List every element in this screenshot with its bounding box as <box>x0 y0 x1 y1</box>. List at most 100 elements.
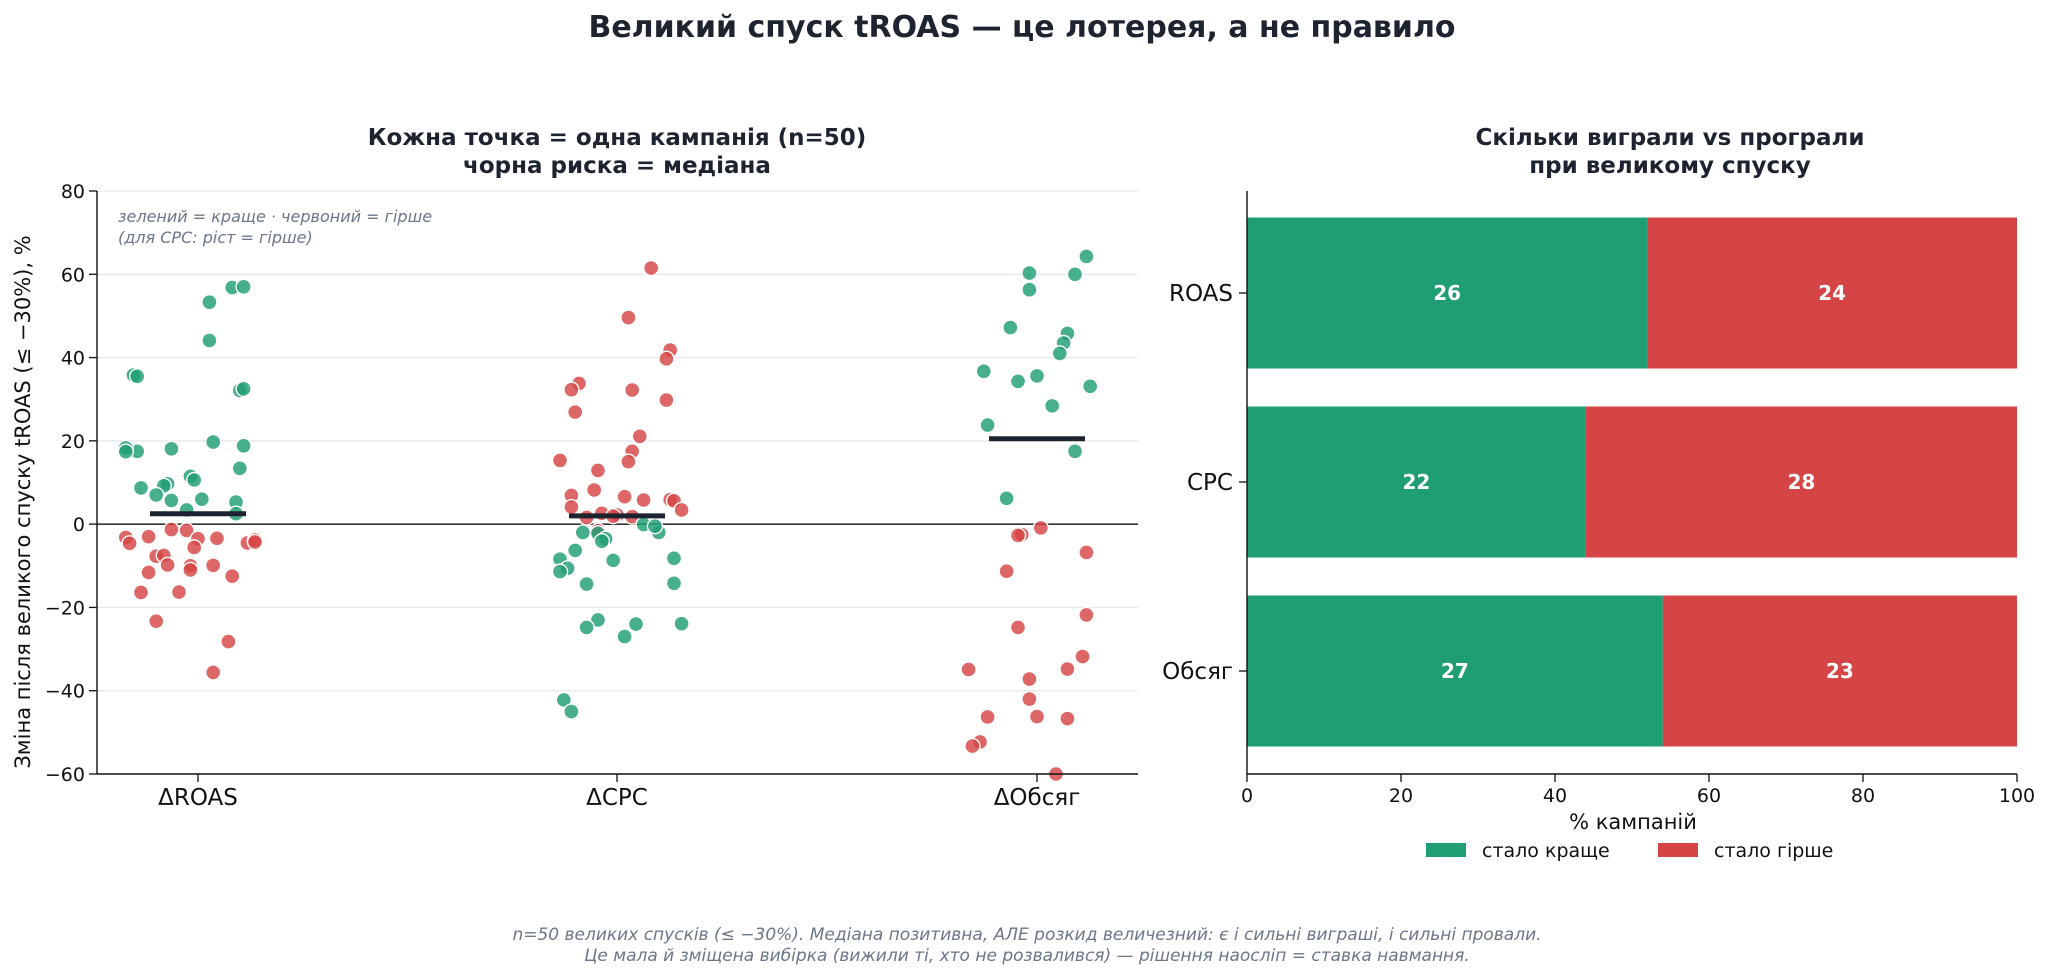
scatter-panel: Кожна точка = одна кампанія (n=50) чорна… <box>11 125 1138 811</box>
y-tick-label: −20 <box>45 597 85 619</box>
scatter-point <box>964 737 981 755</box>
scatter-title-line-2: чорна риска = медіана <box>463 153 771 179</box>
scatter-point <box>605 552 622 569</box>
legend-swatch-better <box>1426 843 1466 857</box>
scatter-point <box>563 498 580 516</box>
y-tick-label: 0 <box>73 514 85 536</box>
scatter-point <box>620 309 637 326</box>
scatter-points <box>117 248 1099 783</box>
y-tick-label: 80 <box>61 181 85 203</box>
scatter-point <box>235 437 252 455</box>
scatter-point <box>673 615 690 632</box>
scatter-point <box>163 521 180 538</box>
scatter-point <box>235 278 252 295</box>
y-tick-label: 40 <box>61 348 85 370</box>
scatter-point <box>593 533 610 550</box>
x-tick-label: 40 <box>1543 785 1567 807</box>
scatter-point <box>1021 264 1038 282</box>
scatter-point <box>1021 690 1038 708</box>
scatter-point <box>201 332 218 349</box>
scatter-point <box>624 381 641 399</box>
bar-value-label: 22 <box>1402 470 1430 494</box>
y-tick-label: 60 <box>61 264 85 286</box>
legend-label-better: стало краще <box>1482 840 1610 862</box>
scatter-point <box>128 368 146 385</box>
scatter-point <box>643 259 660 277</box>
scatter-point <box>185 539 203 556</box>
scatter-point <box>220 633 237 650</box>
scatter-point <box>159 556 176 574</box>
footer-line-1: n=50 великих спусків (≤ −30%). Медіана п… <box>512 925 1541 945</box>
scatter-point <box>163 492 180 509</box>
x-tick-label: ΔROAS <box>158 785 238 811</box>
scatter-point <box>998 490 1015 507</box>
scatter-point <box>563 703 580 720</box>
bar-value-label: 26 <box>1433 281 1461 305</box>
x-tick-label: ΔОбсяг <box>994 785 1081 811</box>
scatter-point <box>1032 519 1050 537</box>
scatter-point <box>1074 648 1091 665</box>
scatter-point <box>1028 708 1046 725</box>
scatter-point <box>185 471 203 489</box>
scatter-note-line-2: (для CPC: ріст = гірше) <box>118 228 313 247</box>
scatter-point <box>586 481 603 499</box>
scatter-point <box>627 615 645 633</box>
bar-value-label: 23 <box>1826 659 1854 683</box>
scatter-point <box>231 460 249 477</box>
footer-line-2: Це мала й зміщена вибірка (вижили ті, хт… <box>584 946 1470 966</box>
scatter-point <box>223 567 241 585</box>
scatter-point <box>1078 248 1095 265</box>
bar-segment-better <box>1247 406 1586 558</box>
scatter-point <box>1066 266 1084 283</box>
scatter-point <box>646 518 664 535</box>
scatter-point <box>673 501 690 519</box>
scatter-point <box>979 416 996 434</box>
scatter-point <box>1009 373 1027 390</box>
scatter-note-line-1: зелений = краще · червоний = гірше <box>118 207 432 226</box>
bar-axes: ROAS CPC Обсяг 0 20 40 60 80 100 <box>1162 191 2035 807</box>
scatter-point <box>589 462 607 479</box>
y-tick-label: −60 <box>45 764 85 786</box>
scatter-point <box>117 443 135 460</box>
scatter-point <box>665 575 683 592</box>
scatter-point <box>1051 345 1069 362</box>
scatter-point <box>201 293 218 311</box>
scatter-point <box>567 542 584 559</box>
scatter-point <box>132 584 150 601</box>
scatter-point <box>616 628 633 645</box>
bar-title-line-2: при великому спуску <box>1529 153 1811 179</box>
scatter-medians <box>150 436 1085 519</box>
scatter-point <box>163 440 180 457</box>
x-tick-label: 20 <box>1389 785 1413 807</box>
scatter-point <box>132 479 150 497</box>
scatter-point <box>1059 710 1076 727</box>
scatter-point <box>616 488 633 505</box>
figure-title: Великий спуск tROAS — це лотерея, а не п… <box>588 10 1455 45</box>
scatter-title-line-1: Кожна точка = одна кампанія (n=50) <box>368 125 867 151</box>
scatter-point <box>979 708 996 726</box>
scatter-point <box>1021 281 1038 298</box>
y-tick-label: CPC <box>1187 470 1233 496</box>
y-tick-label: Обсяг <box>1162 659 1233 685</box>
bar-title-line-1: Скільки виграли vs програли <box>1476 125 1865 151</box>
scatter-y-axis-label: Зміна після великого спуску tROAS (≤ −30… <box>11 235 35 768</box>
bar-value-label: 28 <box>1787 470 1815 494</box>
scatter-point <box>235 380 252 398</box>
bar-value-label: 27 <box>1441 659 1469 683</box>
scatter-point <box>1002 319 1019 336</box>
scatter-point <box>1021 670 1038 688</box>
scatter-point <box>208 530 226 547</box>
y-tick-label: −40 <box>45 681 85 703</box>
scatter-point <box>246 533 264 551</box>
scatter-point <box>121 535 138 552</box>
legend-swatch-worse <box>1658 843 1698 857</box>
scatter-point <box>567 403 584 421</box>
x-tick-label: 60 <box>1697 785 1721 807</box>
scatter-point <box>147 486 165 504</box>
scatter-point <box>555 691 572 709</box>
scatter-point <box>204 664 222 681</box>
scatter-point <box>574 524 591 541</box>
y-tick-label: 20 <box>61 431 85 453</box>
scatter-point <box>1043 397 1061 415</box>
